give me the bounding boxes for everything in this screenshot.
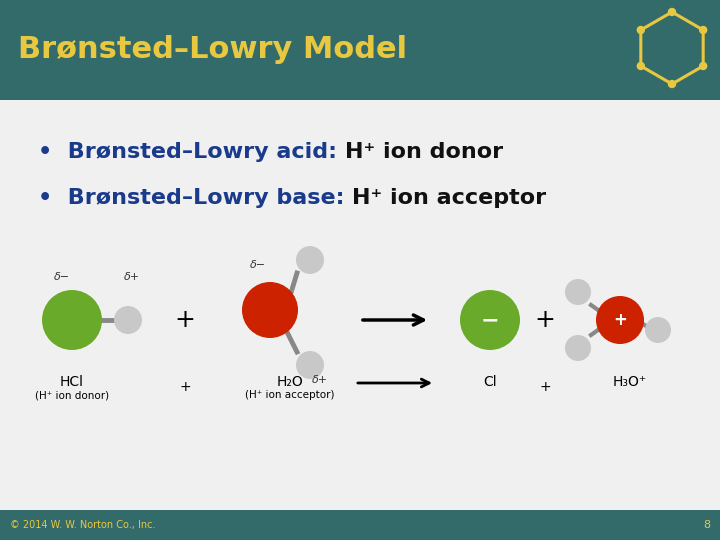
Text: H₂O: H₂O bbox=[276, 375, 303, 389]
Circle shape bbox=[700, 26, 706, 33]
Circle shape bbox=[42, 290, 102, 350]
Text: +: + bbox=[613, 311, 627, 329]
Circle shape bbox=[668, 80, 675, 87]
Text: δ−: δ− bbox=[250, 260, 266, 270]
Text: +: + bbox=[539, 380, 551, 394]
Circle shape bbox=[565, 279, 591, 305]
Circle shape bbox=[596, 296, 644, 344]
Text: (H⁺ ion donor): (H⁺ ion donor) bbox=[35, 390, 109, 400]
FancyBboxPatch shape bbox=[0, 0, 720, 100]
Circle shape bbox=[668, 9, 675, 16]
Text: •  Brønsted–Lowry acid:: • Brønsted–Lowry acid: bbox=[38, 142, 345, 162]
Text: H₃O⁺: H₃O⁺ bbox=[613, 375, 647, 389]
Text: 8: 8 bbox=[703, 520, 710, 530]
Text: δ−: δ− bbox=[54, 272, 70, 282]
Circle shape bbox=[296, 246, 324, 274]
Circle shape bbox=[565, 335, 591, 361]
Circle shape bbox=[637, 63, 644, 70]
Text: H⁺ ion donor: H⁺ ion donor bbox=[345, 142, 503, 162]
Circle shape bbox=[242, 282, 298, 338]
Text: © 2014 W. W. Norton Co., Inc.: © 2014 W. W. Norton Co., Inc. bbox=[10, 520, 156, 530]
Text: Cl: Cl bbox=[483, 375, 497, 389]
Text: −: − bbox=[481, 310, 499, 330]
Text: +: + bbox=[179, 380, 191, 394]
Circle shape bbox=[700, 63, 706, 70]
Text: •  Brønsted–Lowry base:: • Brønsted–Lowry base: bbox=[38, 188, 352, 208]
FancyBboxPatch shape bbox=[0, 510, 720, 540]
Circle shape bbox=[114, 306, 142, 334]
Text: +: + bbox=[174, 308, 195, 332]
Circle shape bbox=[645, 317, 671, 343]
Text: +: + bbox=[534, 308, 555, 332]
Text: H⁺ ion acceptor: H⁺ ion acceptor bbox=[352, 188, 546, 208]
Text: Brønsted–Lowry Model: Brønsted–Lowry Model bbox=[18, 36, 407, 64]
Text: δ+: δ+ bbox=[124, 272, 140, 282]
Circle shape bbox=[460, 290, 520, 350]
FancyBboxPatch shape bbox=[0, 100, 720, 510]
Circle shape bbox=[637, 26, 644, 33]
Circle shape bbox=[296, 351, 324, 379]
Text: δ+: δ+ bbox=[312, 375, 328, 385]
Text: HCl: HCl bbox=[60, 375, 84, 389]
Text: (H⁺ ion acceptor): (H⁺ ion acceptor) bbox=[246, 390, 335, 400]
